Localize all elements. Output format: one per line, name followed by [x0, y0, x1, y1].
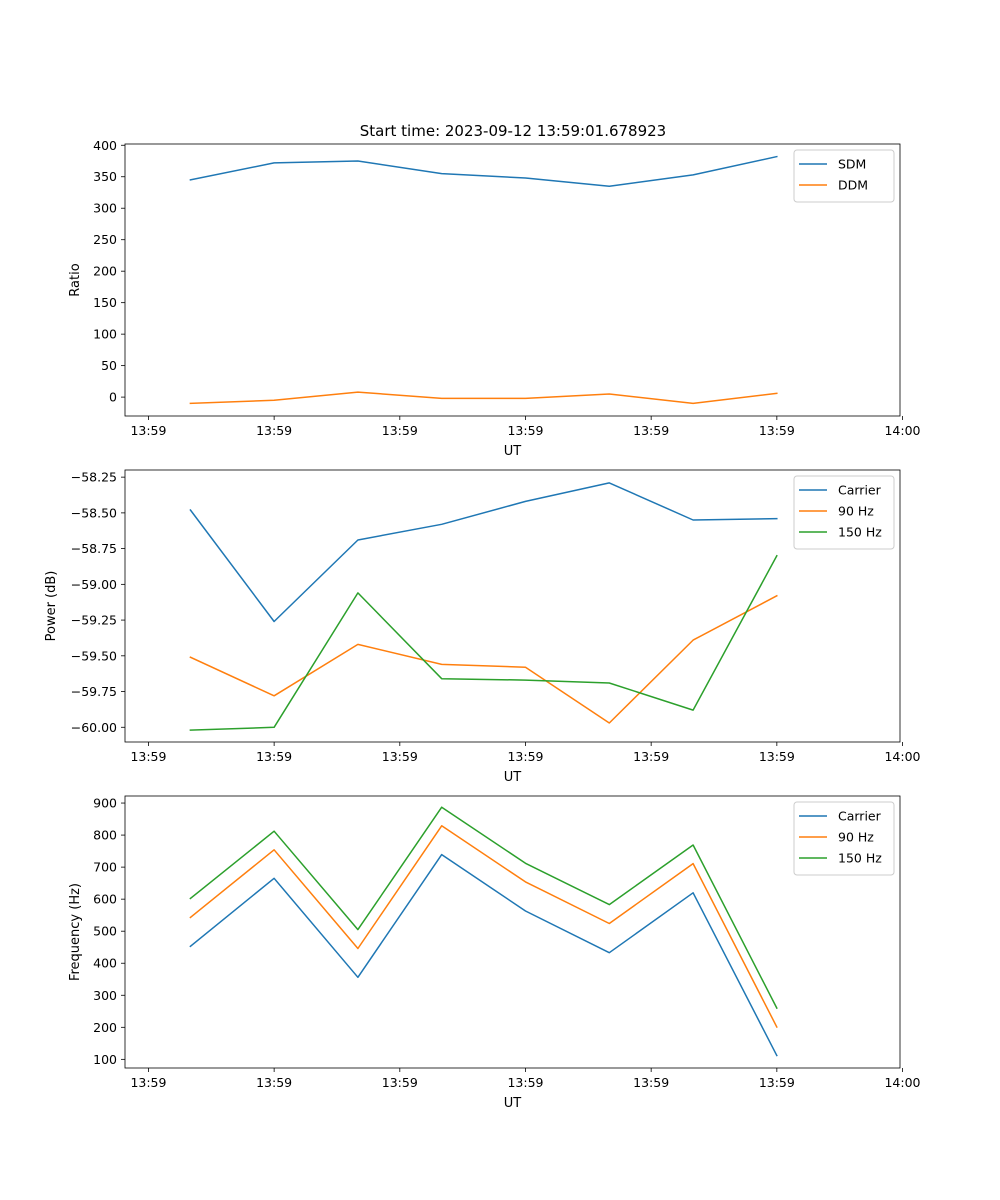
x-axis-label: UT	[504, 1096, 522, 1111]
y-tick-label: 350	[93, 169, 117, 184]
legend-label: 150 Hz	[838, 525, 882, 540]
y-axis-label: Power (dB)	[44, 571, 59, 642]
x-tick-label: 13:59	[382, 1075, 418, 1090]
y-tick-label: 300	[93, 201, 117, 216]
x-tick-label: 13:59	[130, 1075, 166, 1090]
legend: Carrier 90 Hz 150 Hz	[793, 475, 895, 550]
x-tick-label: 13:59	[633, 1075, 669, 1090]
series-line-3	[189, 806, 778, 1010]
legend-box	[793, 801, 895, 876]
series-line-2	[189, 825, 778, 1029]
x-tick-label: 13:59	[507, 749, 543, 764]
x-axis-label: UT	[504, 444, 522, 459]
y-tick-label: 50	[101, 358, 117, 373]
series-group	[189, 482, 778, 731]
y-tick-label: −58.50	[71, 505, 117, 520]
y-tick-label: 250	[93, 232, 117, 247]
y-tick-label: 300	[93, 988, 117, 1003]
subplot-2: 13:59 13:59 13:59 13:59 13:59 13:59 14:00 −60.0…	[44, 469, 921, 785]
y-tick-label: −60.00	[71, 720, 117, 735]
y-tick-label: 600	[93, 892, 117, 907]
x-tick-label: 13:59	[382, 749, 418, 764]
y-tick-label: 700	[93, 860, 117, 875]
subplot-3: 13:59 13:59 13:59 13:59 13:59 13:59 14:00 100 20…	[68, 796, 921, 1111]
y-tick-label: 400	[93, 138, 117, 153]
legend-box	[793, 149, 895, 203]
x-tick-label: 13:59	[633, 423, 669, 438]
series-line-1	[189, 155, 778, 187]
y-tick-label: −58.25	[71, 470, 117, 485]
legend-label: 90 Hz	[838, 504, 874, 519]
axes-frame	[124, 795, 901, 1069]
legend-label: 150 Hz	[838, 851, 882, 866]
series-group	[189, 155, 778, 405]
subplot-1: 13:59 13:59 13:59 13:59 13:59 13:59 14:00 0 50 10…	[68, 138, 921, 459]
x-tick-label: 13:59	[382, 423, 418, 438]
axes-frame	[124, 143, 901, 417]
x-tick-label: 13:59	[130, 423, 166, 438]
series-line-1	[189, 853, 778, 1057]
y-tick-label: 500	[93, 924, 117, 939]
chart-title: Start time: 2023-09-12 13:59:01.678923	[360, 122, 666, 140]
x-tick-label: 13:59	[256, 749, 292, 764]
x-tick-label: 13:59	[507, 423, 543, 438]
y-tick-label: −59.50	[71, 648, 117, 663]
y-tick-label: 150	[93, 295, 117, 310]
series-line-2	[189, 594, 778, 724]
x-tick-label: 13:59	[256, 423, 292, 438]
y-tick-label: 800	[93, 828, 117, 843]
series-line-2	[189, 391, 778, 405]
legend-label: 90 Hz	[838, 830, 874, 845]
x-tick-label: 13:59	[759, 749, 795, 764]
y-tick-label: −59.25	[71, 613, 117, 628]
x-tick-label: 13:59	[256, 1075, 292, 1090]
series-line-1	[189, 482, 778, 623]
y-tick-label: 100	[93, 327, 117, 342]
legend-label: Carrier	[838, 809, 882, 824]
y-axis-label: Frequency (Hz)	[68, 883, 83, 981]
x-tick-label: 13:59	[507, 1075, 543, 1090]
y-tick-label: 200	[93, 1020, 117, 1035]
legend-box	[793, 475, 895, 550]
x-tick-label: 14:00	[884, 749, 920, 764]
series-line-3	[189, 554, 778, 731]
y-axis-label: Ratio	[68, 263, 83, 296]
y-tick-label: −59.75	[71, 684, 117, 699]
y-tick-label: 100	[93, 1052, 117, 1067]
x-tick-label: 13:59	[130, 749, 166, 764]
x-tick-label: 14:00	[884, 1075, 920, 1090]
legend-label: DDM	[838, 178, 868, 193]
legend-label: SDM	[838, 157, 866, 172]
legend: SDM DDM	[793, 149, 895, 203]
x-tick-label: 13:59	[633, 749, 669, 764]
x-tick-label: 14:00	[884, 423, 920, 438]
y-tick-label: −59.00	[71, 577, 117, 592]
x-tick-label: 13:59	[759, 423, 795, 438]
legend: Carrier 90 Hz 150 Hz	[793, 801, 895, 876]
legend-label: Carrier	[838, 483, 882, 498]
x-axis-label: UT	[504, 770, 522, 785]
x-tick-label: 13:59	[759, 1075, 795, 1090]
y-tick-label: 900	[93, 796, 117, 811]
y-tick-label: −58.75	[71, 541, 117, 556]
y-tick-label: 400	[93, 956, 117, 971]
axes-frame	[124, 469, 901, 743]
y-tick-label: 0	[109, 390, 117, 405]
series-group	[189, 806, 778, 1057]
y-tick-label: 200	[93, 264, 117, 279]
